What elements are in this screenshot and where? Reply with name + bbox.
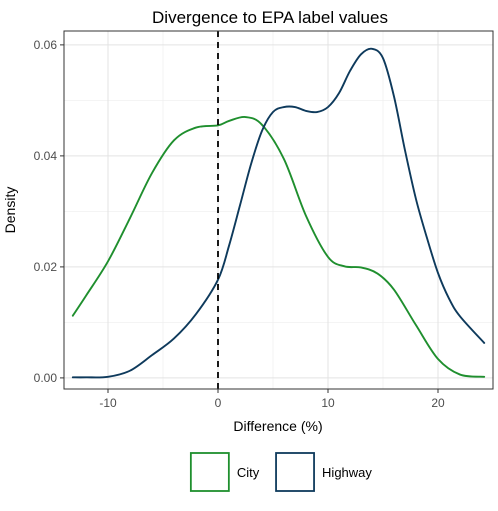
legend-label-highway: Highway <box>322 465 372 480</box>
series-line-city <box>71 116 486 378</box>
x-axis-label: Difference (%) <box>233 418 322 434</box>
y-tick-label: 0.06 <box>34 38 58 52</box>
x-tick-label: 10 <box>321 396 335 410</box>
y-tick-label: 0.04 <box>34 149 58 163</box>
plot-panel <box>64 31 493 389</box>
density-lines <box>71 47 486 379</box>
chart-title: Divergence to EPA label values <box>152 8 388 27</box>
y-tick-label: 0.00 <box>34 371 58 385</box>
series-line-highway <box>71 47 486 379</box>
y-axis: 0.00 0.02 0.04 0.06 <box>34 38 64 385</box>
x-tick-label: 20 <box>431 396 445 410</box>
x-tick-label: 0 <box>215 396 222 410</box>
legend-key-city <box>189 452 230 492</box>
legend: City Highway <box>189 452 372 492</box>
y-axis-label: Density <box>2 187 18 234</box>
x-axis: -10 0 10 20 <box>99 389 445 410</box>
grid-lines <box>64 31 493 389</box>
legend-key-highway <box>275 452 315 492</box>
x-tick-label: -10 <box>99 396 117 410</box>
legend-label-city: City <box>237 465 260 480</box>
plot-border <box>63 30 494 390</box>
y-tick-label: 0.02 <box>34 260 58 274</box>
